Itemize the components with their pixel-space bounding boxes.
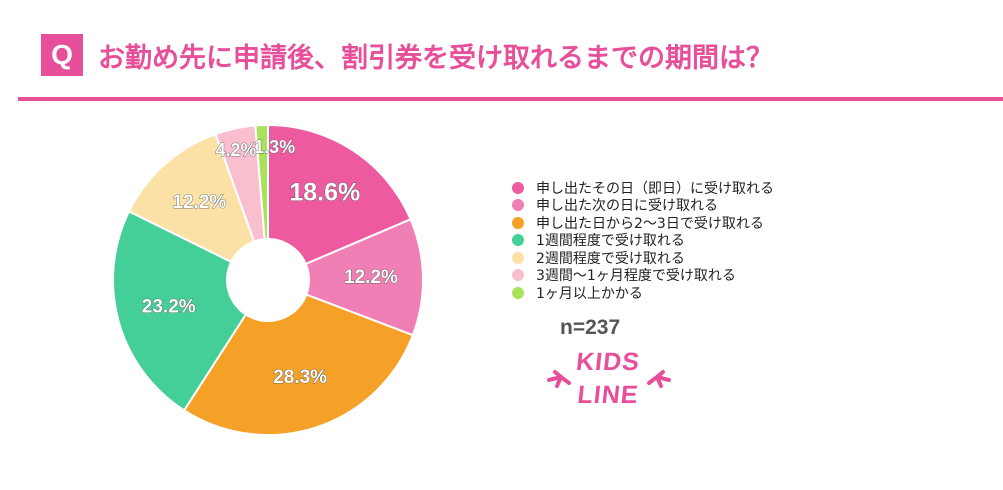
legend-swatch-3 <box>512 234 524 247</box>
logo-figure-icon <box>547 370 671 388</box>
legend-label-0: 申し出たその日（即日）に受け取れる <box>536 180 774 197</box>
legend-swatch-2 <box>512 216 524 229</box>
legend-label-6: 1ヶ月以上かかる <box>536 285 643 302</box>
legend-swatch-0 <box>512 181 524 194</box>
legend-label-3: 1週間程度で受け取れる <box>536 233 685 250</box>
pie-label-4: 12.2% <box>172 192 226 213</box>
legend-item-0: 申し出たその日（即日）に受け取れる <box>512 179 892 197</box>
legend-item-4: 2週間程度で受け取れる <box>512 249 892 267</box>
pie-label-2: 28.3% <box>273 367 327 388</box>
pie-slices <box>112 123 424 436</box>
logo-text-kids: KIDS <box>574 348 642 376</box>
logo-text-line: LINE <box>576 381 640 409</box>
pie-slice-4 <box>127 132 270 282</box>
legend-item-2: 申し出た日から2〜3日で受け取れる <box>512 214 892 232</box>
pie-label-3: 23.2% <box>142 297 196 318</box>
legend-label-4: 2週間程度で受け取れる <box>536 250 685 267</box>
header-divider <box>18 97 1003 101</box>
legend-label-5: 3週間〜1ヶ月程度で受け取れる <box>536 268 736 285</box>
donut-hole <box>226 238 310 322</box>
legend-item-5: 3週間〜1ヶ月程度で受け取れる <box>512 267 892 285</box>
page-title: お勤め先に申請後、割引券を受け取れるまでの期間は？ <box>98 42 773 74</box>
legend-swatch-5 <box>512 269 524 282</box>
pie-label-5: 4.2% <box>215 140 256 160</box>
question-badge: Q <box>41 34 83 76</box>
header: Q お勤め先に申請後、割引券を受け取れるまでの期間は？ <box>0 0 1003 101</box>
pie-slice-2 <box>182 278 415 436</box>
pie-label-6: 1.3% <box>254 137 295 157</box>
pie-slice-1 <box>265 218 424 337</box>
sample-size: n=237 <box>560 316 621 339</box>
legend-item-1: 申し出た次の日に受け取れる <box>512 197 892 215</box>
pie-slice-0 <box>267 123 412 282</box>
legend-item-3: 1週間程度で受け取れる <box>512 232 892 250</box>
legend: 申し出たその日（即日）に受け取れる 申し出た次の日に受け取れる 申し出た日から2〜3… <box>512 179 892 302</box>
legend-label-1: 申し出た次の日に受け取れる <box>536 198 718 215</box>
legend-swatch-1 <box>512 199 524 212</box>
pie-data-labels: 18.6% 12.2% 28.3% 23.2% 12.2% 4.2%1.3% <box>141 136 398 388</box>
legend-swatch-6 <box>512 286 524 299</box>
legend-label-2: 申し出た日から2〜3日で受け取れる <box>536 215 764 232</box>
pie-label-0: 18.6% <box>289 179 360 207</box>
pie-label-1: 12.2% <box>344 267 398 288</box>
donut-chart: 18.6% 12.2% 28.3% 23.2% 12.2% 4.2%1.3% <box>112 123 424 436</box>
legend-swatch-4 <box>512 251 524 264</box>
legend-item-6: 1ヶ月以上かかる <box>512 284 892 302</box>
kidsline-logo: KIDS LINE <box>545 348 673 420</box>
